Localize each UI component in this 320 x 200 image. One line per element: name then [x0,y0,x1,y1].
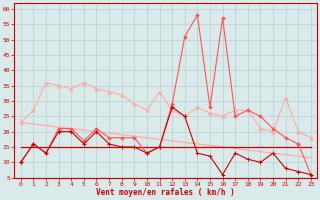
X-axis label: Vent moyen/en rafales ( km/h ): Vent moyen/en rafales ( km/h ) [96,188,235,197]
